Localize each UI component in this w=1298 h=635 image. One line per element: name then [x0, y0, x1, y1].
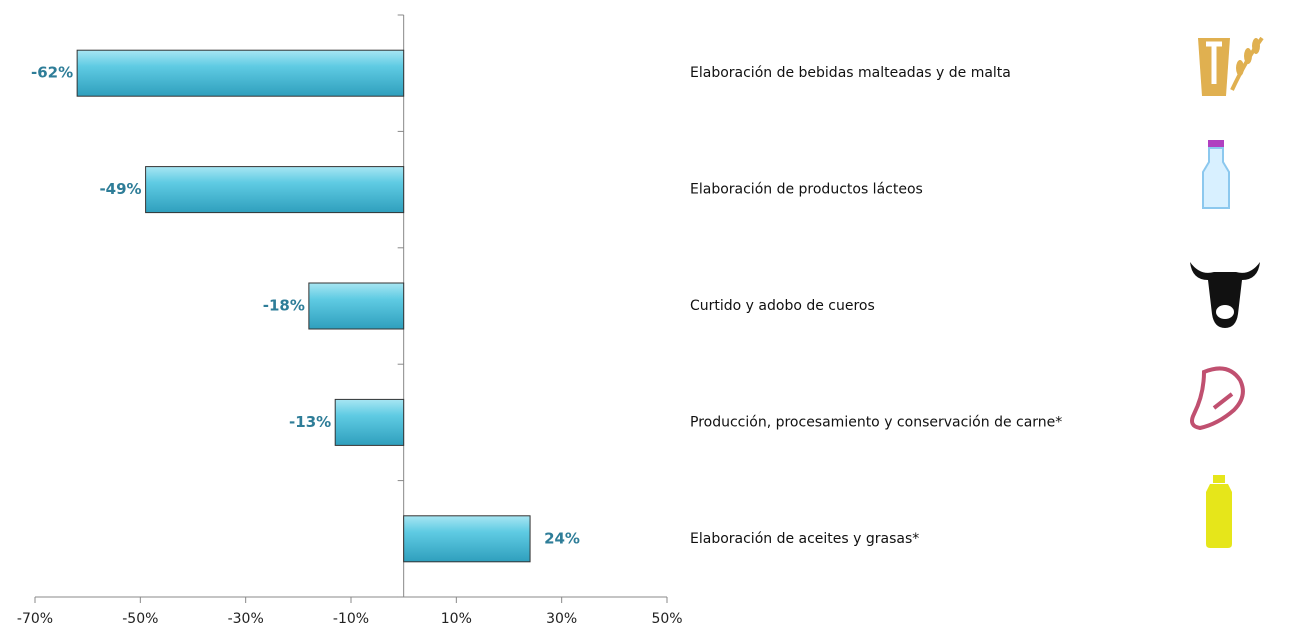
x-tick-label: 50% — [651, 611, 682, 627]
category-label: Curtido y adobo de cueros — [690, 298, 875, 314]
icon-meat — [1190, 366, 1245, 431]
category-label: Elaboración de aceites y grasas* — [690, 531, 919, 547]
category-label: Elaboración de productos lácteos — [690, 182, 923, 198]
x-tick-label: 10% — [441, 611, 472, 627]
x-tick-label: 30% — [546, 611, 577, 627]
bar — [403, 515, 531, 563]
category-label: Producción, procesamiento y conservación… — [690, 414, 1062, 430]
icon-cow — [1190, 262, 1260, 328]
bar — [76, 49, 405, 97]
value-label: 24% — [544, 529, 580, 547]
value-label: -49% — [99, 180, 141, 198]
bar — [145, 166, 405, 214]
value-label: -62% — [31, 64, 73, 82]
value-label: -18% — [263, 297, 305, 315]
x-tick-label: -50% — [122, 611, 158, 627]
value-label: -13% — [289, 413, 331, 431]
icon-milk — [1202, 140, 1230, 209]
x-tick-label: -10% — [333, 611, 369, 627]
x-tick-label: -30% — [228, 611, 264, 627]
x-tick-label: -70% — [17, 611, 53, 627]
category-label: Elaboración de bebidas malteadas y de ma… — [690, 65, 1011, 81]
bar — [334, 398, 405, 446]
bar — [308, 282, 405, 330]
icon-oil — [1206, 475, 1232, 548]
icon-beer — [1198, 36, 1264, 96]
